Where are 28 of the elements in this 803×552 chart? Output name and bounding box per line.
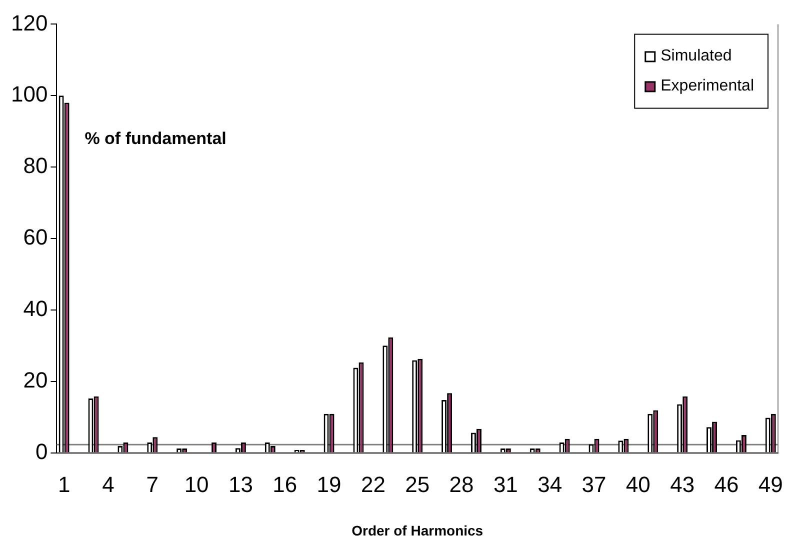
x-tick-label: 37 [582, 472, 606, 498]
x-tick-label: 43 [670, 472, 695, 498]
x-axis-title: Order of Harmonics [352, 522, 484, 538]
x-tick-label: 16 [272, 472, 298, 498]
x-tick-label: 13 [228, 472, 253, 498]
x-tick-label: 28 [449, 472, 474, 498]
x-tick-label: 25 [405, 472, 430, 498]
legend-label: Experimental [660, 78, 754, 95]
x-tick-label: 7 [146, 472, 159, 498]
x-tick-label: 49 [758, 472, 783, 498]
x-tick-label: 22 [360, 472, 386, 498]
y-tick-label: 80 [23, 153, 48, 178]
x-tick-label: 40 [626, 472, 650, 498]
x-tick-label: 4 [102, 472, 114, 498]
y-tick-label: 120 [10, 10, 48, 36]
x-tick-label: 31 [493, 472, 518, 498]
y-tick-label: 0 [35, 438, 48, 464]
y-tick-label: 100 [10, 82, 48, 107]
x-tick-label: 10 [184, 472, 209, 498]
y-axis-title: % of fundamental [84, 128, 226, 148]
x-tick-label: 46 [714, 472, 739, 498]
legend-label: Simulated [660, 48, 732, 65]
x-tick-label: 34 [538, 472, 562, 498]
x-tick-label: 1 [58, 472, 70, 498]
x-tick-label: 19 [316, 472, 342, 498]
y-tick-label: 40 [23, 296, 48, 321]
y-tick-label: 20 [23, 367, 48, 392]
y-tick-label: 60 [23, 224, 48, 250]
